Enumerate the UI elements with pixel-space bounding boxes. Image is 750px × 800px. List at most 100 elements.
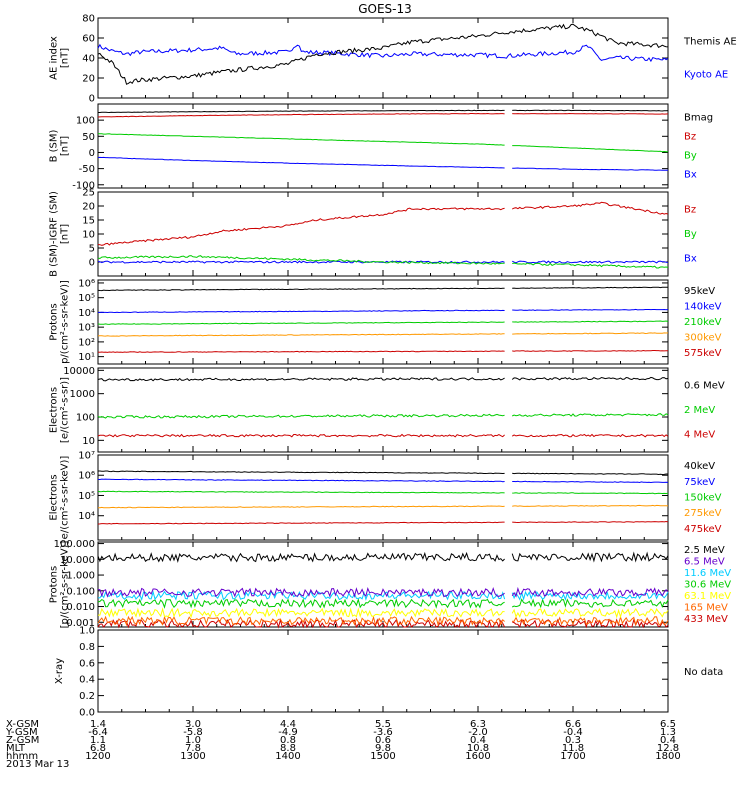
series-bz [97,201,669,246]
legend-0-6-mev: 0.6 MeV [684,380,725,391]
y-axis-label: [p/(cm²-s-sr-keV)] [60,541,71,629]
y-tick-label: 0 [89,94,95,105]
footer-value: 3.0 [185,719,201,730]
y-tick-label: 10000 [63,366,95,377]
footer-value: 6.3 [470,719,486,730]
footer-value: -0.4 [563,727,583,738]
panel-bdiff: 0 5 10 15 20 25 B (SM)-IGRF (SM) [nT] Bz By Bx [49,188,697,277]
y-axis-label: Electrons [49,387,60,433]
y-axis-label: [e/(cm²-s-sr)] [60,377,71,443]
footer-label: MLT [6,743,26,754]
y-axis-label: [nT] [60,224,71,244]
legend-275kev: 275keV [684,508,722,519]
panel-prot_mev: 0.001 0.010 0.100 1.000 10.000 100.000 Protons… [49,539,732,629]
y-tick-label: 100.000 [54,539,95,550]
y-tick-label: 0.6 [79,658,95,669]
y-tick-label: 10³ [78,323,95,334]
y-axis-label: Protons [49,566,60,603]
y-tick-label: -50 [79,164,95,175]
y-axis-label: AE index [49,36,60,80]
footer-value: 1600 [465,751,490,762]
panel-elec_kev: 10⁴ 10⁵ 10⁶ 10⁷ Electrons e/(cm²-s-sr-keV)] 40… [49,451,722,541]
footer-value: 1200 [85,751,110,762]
y-tick-label: 10¹ [78,352,95,363]
legend-11-6-mev: 11.6 MeV [684,568,731,579]
y-axis-label: B (SM) [49,129,60,162]
panel-frame [97,17,669,99]
legend-bx: Bx [684,170,697,181]
series-150kev [97,490,669,495]
footer-value: 0.4 [660,735,676,746]
footer-label: hhmm [6,751,38,762]
orbit-footer: X-GSM 1.4 3.0 4.4 5.5 6.3 6.6 6.5 Y-GSM -6.4 -5.8 -… [5,719,681,770]
y-tick-label: 1.000 [66,571,95,582]
footer-value: 8.8 [280,743,296,754]
y-tick-label: 0.001 [66,618,95,629]
y-tick-label: 0.4 [79,675,95,686]
y-tick-label: 20 [82,74,95,85]
y-tick-label: 15 [82,216,95,227]
series-bx [97,260,669,264]
series-475kev [97,520,669,525]
y-axis-label: p/(cm²-s-sr-keV)] [60,280,71,364]
series-2-mev [97,413,669,419]
footer-value: -2.0 [468,727,488,738]
y-tick-label: 10⁷ [78,451,95,462]
legend-by: By [684,151,697,162]
panel-frame [97,454,669,541]
legend-475kev: 475keV [684,524,722,535]
footer-label: X-GSM [6,719,39,730]
footer-value: -4.9 [278,727,298,738]
y-tick-label: 10⁴ [78,308,95,319]
y-tick-label: 5 [89,244,95,255]
footer-date: 2013 Mar 13 [6,759,69,770]
series-11-6-mev [97,590,669,601]
series-165-mev [97,615,669,627]
y-tick-label: 10⁶ [78,278,95,289]
y-tick-label: 10⁵ [78,491,95,502]
footer-value: 9.8 [375,743,391,754]
y-tick-label: 0 [89,148,95,159]
y-axis-label: [nT] [60,136,71,156]
y-axis-label: e/(cm²-s-sr-keV)] [60,456,71,540]
y-tick-label: 10⁶ [78,471,95,482]
y-tick-label: 40 [82,54,95,65]
footer-value: 1700 [560,751,585,762]
legend-6-5-mev: 6.5 MeV [684,557,725,568]
footer-value: 1500 [370,751,395,762]
series-by [97,133,669,153]
no-data-label: No data [684,667,723,678]
series-bx [97,156,668,171]
y-axis-label: Electrons [49,474,60,520]
legend-210kev: 210keV [684,317,722,328]
legend-63-1-mev: 63.1 MeV [684,591,731,602]
y-tick-label: 60 [82,34,95,45]
series-0-6-mev [97,376,669,382]
y-axis-label: Protons [49,303,60,340]
series-themis-ae [97,23,669,85]
series-95kev [97,286,669,292]
legend-433-mev: 433 MeV [684,614,728,625]
series-bmag [98,109,669,114]
y-axis-label: [nT] [60,48,71,68]
panel-prot_hi: 10¹ 10² 10³ 10⁴ 10⁵ 10⁶ Protons p/(cm²-s-sr-keV… [49,278,722,365]
legend-4-mev: 4 MeV [684,430,715,441]
figure-title: GOES-13 [358,2,412,16]
series-30-6-mev [97,597,669,609]
footer-value: 1.4 [90,719,106,730]
legend-kyoto-ae: Kyoto AE [684,70,728,81]
panel-bsm: -100 -50 0 50 100 B (SM) [nT] Bmag Bz By Bx [49,103,713,191]
y-tick-label: -100 [72,180,95,191]
panel-xray: 0.0 0.2 0.4 0.6 0.8 1.0 X-ray No data [54,626,723,719]
y-tick-label: 10⁵ [78,293,95,304]
legend-2-5-mev: 2.5 MeV [684,545,725,556]
footer-value: -6.4 [88,727,108,738]
y-tick-label: 1000 [70,389,95,400]
footer-value: 12.8 [657,743,679,754]
y-tick-label: 1.0 [79,626,95,637]
legend-95kev: 95keV [684,286,715,297]
footer-value: 7.8 [185,743,201,754]
footer-value: 5.5 [375,719,391,730]
